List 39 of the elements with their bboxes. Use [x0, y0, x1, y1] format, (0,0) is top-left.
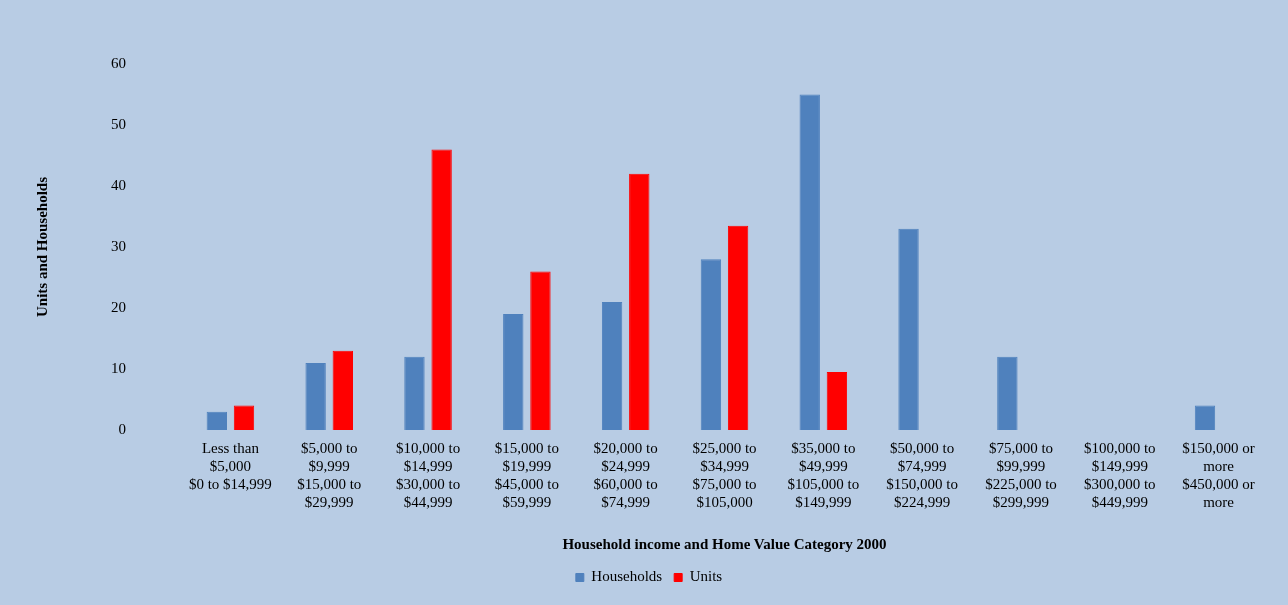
legend-label: Households — [591, 568, 663, 585]
bar — [727, 225, 749, 430]
bar — [332, 350, 354, 430]
x-tick-label: $10,000 to $14,999 $30,000 to $44,999 — [395, 439, 461, 510]
bar — [700, 259, 722, 430]
bar — [601, 301, 623, 430]
x-axis-title: Household income and Home Value Category 2000 — [562, 535, 887, 552]
x-tick-label: $100,000 to $149,999 $300,000 to $449,999 — [1083, 439, 1156, 510]
bar — [997, 356, 1018, 430]
bar — [530, 271, 551, 430]
bar — [233, 405, 255, 430]
y-tick-label: 0 — [118, 420, 126, 437]
y-tick-label: 40 — [111, 176, 126, 193]
legend-label: Units — [689, 568, 723, 585]
y-tick-label: 60 — [111, 54, 126, 71]
y-tick-label: 50 — [111, 115, 126, 132]
x-tick-label: $20,000 to $24,999 $60,000 to $74,999 — [593, 439, 658, 510]
y-tick-label: 20 — [111, 298, 126, 315]
bar — [206, 411, 228, 430]
x-tick-label: $75,000 to $99,999 $225,000 to $299,999 — [985, 439, 1057, 510]
x-tick-label: $25,000 to $34,999 $75,000 to $105,000 — [692, 439, 757, 510]
bar — [431, 149, 452, 430]
bar — [503, 314, 524, 430]
x-tick-label: $15,000 to $19,999 $45,000 to $59,999 — [494, 439, 559, 510]
bar — [1194, 405, 1216, 430]
bar — [826, 372, 848, 430]
x-tick-label: $150,000 or more $450,000 or more — [1182, 439, 1255, 510]
x-tick-label: $5,000 to $9,999 $15,000 to $29,999 — [297, 439, 362, 510]
bar — [898, 228, 919, 430]
x-tick-label: $50,000 to $74,999 $150,000 to $224,999 — [886, 439, 958, 510]
bar — [305, 362, 326, 430]
bar — [629, 173, 650, 430]
x-tick-label: Less than $5,000 $0 to $14,999 — [188, 439, 272, 492]
bar — [799, 94, 820, 430]
y-axis-title: Units and Households — [33, 176, 50, 318]
y-tick-label: 10 — [111, 359, 126, 376]
y-tick-label: 30 — [111, 237, 126, 254]
bar — [404, 356, 425, 430]
x-tick-label: $35,000 to $49,999 $105,000 to $149,999 — [787, 439, 860, 510]
